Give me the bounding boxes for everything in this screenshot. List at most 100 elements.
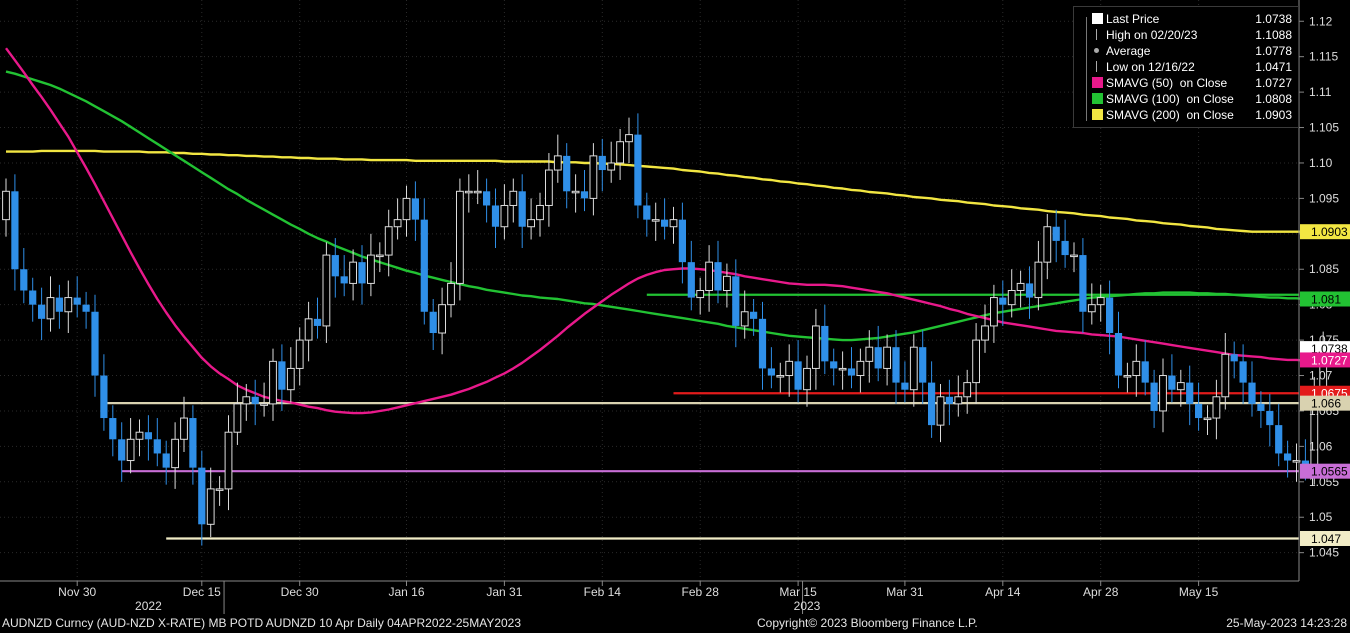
candle-body-up [2,190,10,221]
y-tick-label: 1.115 [1309,50,1338,64]
candle-body-down [198,467,206,525]
candle-body-down [411,198,419,220]
candle-body-up [1034,261,1043,299]
legend-row: High on 02/20/23 1.1088 [1074,27,1298,43]
candle-body-down [251,396,259,404]
legend-dot-icon [1094,48,1099,53]
candle-body-down [678,219,686,263]
candle-body-down [91,311,99,376]
price-label-box [1300,224,1350,240]
price-label-box [1300,463,1350,479]
x-tick-label: Dec 30 [281,585,319,599]
candle-body-up [865,346,874,362]
candle-body-down [892,347,900,383]
candle-body-up [607,162,616,171]
x-tick-label: Apr 28 [1083,585,1119,599]
legend-label: SMAVG (100) on Close [1106,92,1234,106]
candle-body-up [438,304,447,334]
candle-body-up [126,438,135,462]
legend-swatch [1092,13,1103,24]
legend-label: Last Price [1106,12,1160,26]
candle-body-up [909,346,918,391]
candle-body-up [1043,226,1052,263]
candle-body-down [821,325,829,362]
candle-body-down [491,205,500,227]
candle-body-up [206,488,215,525]
candle-body-up [936,396,945,426]
candle-body-down [278,361,286,390]
candle-body-up [295,339,304,369]
candle-body-down [928,382,936,426]
candles [2,113,1328,546]
candle-body-up [1212,396,1221,419]
candle-body-up [856,360,865,377]
candle-body-up [402,197,411,221]
candle-body-down [20,269,28,291]
candle-body-down [82,304,90,312]
candle-body-down [999,297,1007,305]
candle-body-down [109,418,117,440]
legend-value: 1.0903 [1255,108,1292,122]
candle-body-up [785,360,794,377]
legend-row: SMAVG (50) on Close 1.0727 [1074,75,1298,91]
legend-label: SMAVG (200) on Close [1106,108,1234,122]
candle-body-up [963,382,972,398]
y-tick-label: 1.11 [1309,85,1332,99]
candle-body-down [189,418,197,468]
legend-value: 1.0471 [1255,60,1292,74]
candle-body-down [1106,297,1114,334]
candle-body-down [1284,453,1292,461]
candle-body-down [661,219,669,227]
candle-body-up [838,367,847,371]
candle-body-up [286,367,295,391]
candle-body-up [64,297,73,313]
candle-body-down [767,368,775,376]
legend-row: SMAVG (100) on Close 1.0808 [1074,91,1298,107]
candle-body-down [1150,382,1158,411]
candle-body-down [38,304,46,319]
candle-body-up [473,190,482,194]
y-tick-label: 1.095 [1309,191,1339,205]
candle-body-up [1221,353,1230,398]
price-label-box [1300,341,1350,357]
x-year-label: 2022 [135,599,162,613]
candle-body-down [1168,375,1176,390]
candle-body-up [812,325,820,369]
x-tick-label: Dec 15 [183,585,221,599]
candle-body-up [269,360,277,405]
candle-body-down [358,262,366,284]
candle-body-up [883,346,892,369]
candle-body-up [1070,254,1078,258]
candle-body-down [1141,361,1149,383]
legend-row: Last Price 1.0738 [1074,11,1298,27]
candle-body-down [714,262,722,291]
candle-body-down [750,311,758,319]
sma-100-line [5,70,1324,342]
candle-body-down [29,290,37,305]
candle-body-up [625,134,633,143]
candle-body-up [1159,375,1167,412]
right-price-labels: 1.09031.0811.07381.07271.06751.0661.0565… [1300,224,1350,546]
copyright-text: Copyright© 2023 Bloomberg Finance L.P. [757,616,978,630]
candle-body-up [1007,290,1016,306]
price-label-box [1300,291,1350,307]
candle-body-up [1123,375,1132,378]
candle-body-down [73,297,81,305]
x-tick-label: Feb 28 [682,585,720,599]
candle-body-up [1292,460,1301,463]
candle-body-up [135,431,144,440]
chart-title: AUDNZD Curncy (AUD-NZD X-RATE) MB POTD A… [2,616,522,630]
candle-body-down [919,347,927,383]
candle-body-up [349,261,358,284]
candle-body-down [313,318,322,326]
legend-value: 1.0727 [1255,76,1292,90]
x-axis: Nov 30 Dec 15 Dec 30 Jan 16 Jan 31 Feb 14 Feb … [58,581,1219,613]
candle-body-down [1195,403,1203,419]
candle-body-down [1186,382,1194,404]
candle-body-down [1114,333,1123,376]
candle-body-down [144,432,152,440]
legend-swatch [1092,77,1103,88]
legend-row: Low on 12/16/22 1.0471 [1074,59,1298,75]
sma-50-line [5,47,1324,415]
legend-label: High on 02/20/23 [1106,28,1198,42]
